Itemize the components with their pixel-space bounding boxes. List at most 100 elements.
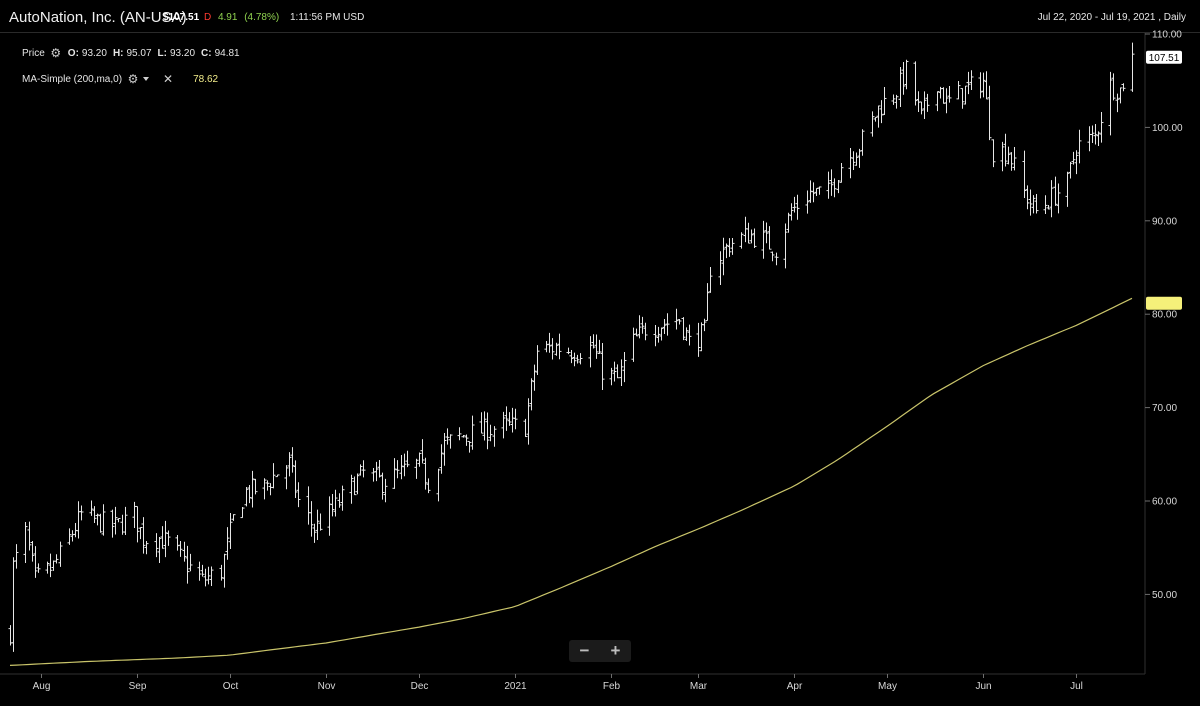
ohlc-bar [206, 566, 211, 585]
close-label: C: [201, 47, 212, 59]
ohlc-bar [609, 367, 614, 386]
ohlc-bar [857, 148, 862, 168]
ohlc-bar [749, 229, 754, 244]
ohlc-bar [395, 460, 400, 479]
ma-value: 78.62 [193, 73, 219, 85]
ohlc-bar [566, 347, 571, 355]
ohlc-bar [123, 506, 128, 535]
x-axis-ticks: Aug Sep Oct Nov Dec 2021 Feb Mar Apr May Jun Jul [33, 674, 1083, 692]
ohlc-bar [293, 460, 298, 498]
ohlc-bar [361, 460, 366, 478]
ohlc-bar [457, 427, 462, 441]
ohlc-bar [349, 474, 354, 504]
ohlc-bar [154, 533, 159, 558]
ohlc-bar [1056, 183, 1061, 214]
ohlc-bar [510, 407, 515, 433]
ohlc-bar [653, 324, 658, 347]
ohlc-bar [377, 460, 382, 478]
ohlc-bar [482, 411, 487, 441]
chevron-down-icon[interactable] [143, 77, 150, 81]
ohlc-bar [708, 267, 713, 293]
ohlc-bar [848, 147, 853, 179]
quote-summary: $107.51 D 4.91 (4.78%) 1:11:56 PM USD [163, 12, 364, 23]
ohlc-bar [507, 412, 512, 426]
ohlc-bar [1025, 185, 1030, 210]
ohlc-bar [925, 93, 930, 112]
ohlc-bar [550, 338, 555, 360]
ohlc-bar [547, 332, 552, 353]
ohlc-bar [588, 336, 593, 368]
ohlc-bar [1115, 93, 1120, 113]
ohlc-bar [718, 251, 723, 286]
ohlc-bar [904, 59, 909, 90]
zoom-in-button[interactable]: + [610, 641, 621, 660]
ohlc-bar [244, 486, 249, 507]
ohlc-bar [231, 514, 236, 521]
ohlc-bar [811, 182, 816, 203]
ohlc-bar [817, 186, 822, 195]
ohlc-bar [48, 553, 53, 578]
price-change: 4.91 [217, 12, 238, 23]
ohlc-bar [969, 70, 974, 90]
ohlc-bar [978, 72, 983, 99]
x-tick-label: Dec [411, 681, 429, 692]
gear-icon[interactable]: ⚙ [50, 46, 62, 60]
ohlc-bar [315, 509, 320, 540]
ohlc-bar [448, 434, 453, 449]
ohlc-bar [439, 444, 444, 474]
ohlc-bar [442, 433, 447, 466]
ohlc-bar [913, 61, 918, 106]
ohlc-bar [1111, 73, 1116, 101]
gear-icon[interactable]: ⚙ [127, 72, 139, 86]
y-tick-label: 110.00 [1152, 30, 1182, 41]
ohlc-bar [467, 440, 472, 453]
ohlc-bar [414, 458, 419, 479]
ohlc-bar [219, 564, 224, 581]
zoom-out-button[interactable]: − [579, 641, 590, 660]
ohlc-bar [392, 458, 397, 489]
ohlc-bar [268, 483, 273, 496]
direction-indicator: D [203, 12, 212, 23]
y-tick-label: 50.00 [1152, 590, 1177, 601]
last-price-tag-label: 107.51 [1149, 53, 1180, 64]
ohlc-bar [523, 418, 528, 438]
ohlc-bar [891, 94, 896, 105]
last-price: $107.51 [163, 12, 200, 23]
ohlc-bar [98, 513, 103, 533]
price-legend: Price ⚙ O: 93.20 H: 95.07 L: 93.20 C: 94.81 [22, 47, 240, 59]
ohlc-bar [829, 169, 834, 196]
ohlc-bar [240, 507, 245, 519]
close-icon[interactable]: ✕ [163, 72, 174, 86]
ohlc-bar [405, 450, 410, 468]
ohlc-bar [309, 501, 314, 537]
ohlc-bar [197, 561, 202, 581]
low-value: 93.20 [169, 47, 196, 59]
ohlc-bar [200, 564, 205, 577]
ohlc-bar [513, 408, 518, 430]
open-label: O: [67, 47, 79, 59]
date-range[interactable]: Jul 22, 2020 - Jul 19, 2021 , Daily [1037, 12, 1186, 23]
price-tags: 107.51 81.17 [1146, 50, 1182, 310]
ohlc-bar [839, 162, 844, 183]
ohlc-bar [1071, 151, 1076, 165]
ohlc-bar [470, 415, 475, 450]
ohlc-bar [991, 139, 996, 168]
last-price-tag-box [1146, 50, 1182, 64]
ohlc-bar [265, 480, 270, 491]
ohlc-bar [27, 521, 32, 551]
ohlc-bar [619, 359, 624, 387]
ohlc-bar [594, 334, 599, 359]
ohlc-bar [947, 86, 952, 103]
ohlc-bar [79, 505, 84, 521]
ohlc-bar [879, 100, 884, 124]
ohlc-bar [854, 152, 859, 166]
quote-time: 1:11:56 PM USD [290, 12, 365, 23]
low-label: L: [157, 47, 167, 59]
y-axis-ticks: 50.00 60.00 70.00 80.00 90.00 100.00 110.00 [1145, 30, 1183, 601]
ohlc-bar [426, 478, 431, 494]
ohlc-bar [11, 557, 16, 652]
ohlc-bar [984, 71, 989, 100]
price-label: Price [22, 47, 45, 59]
ohlc-bar [792, 196, 797, 213]
